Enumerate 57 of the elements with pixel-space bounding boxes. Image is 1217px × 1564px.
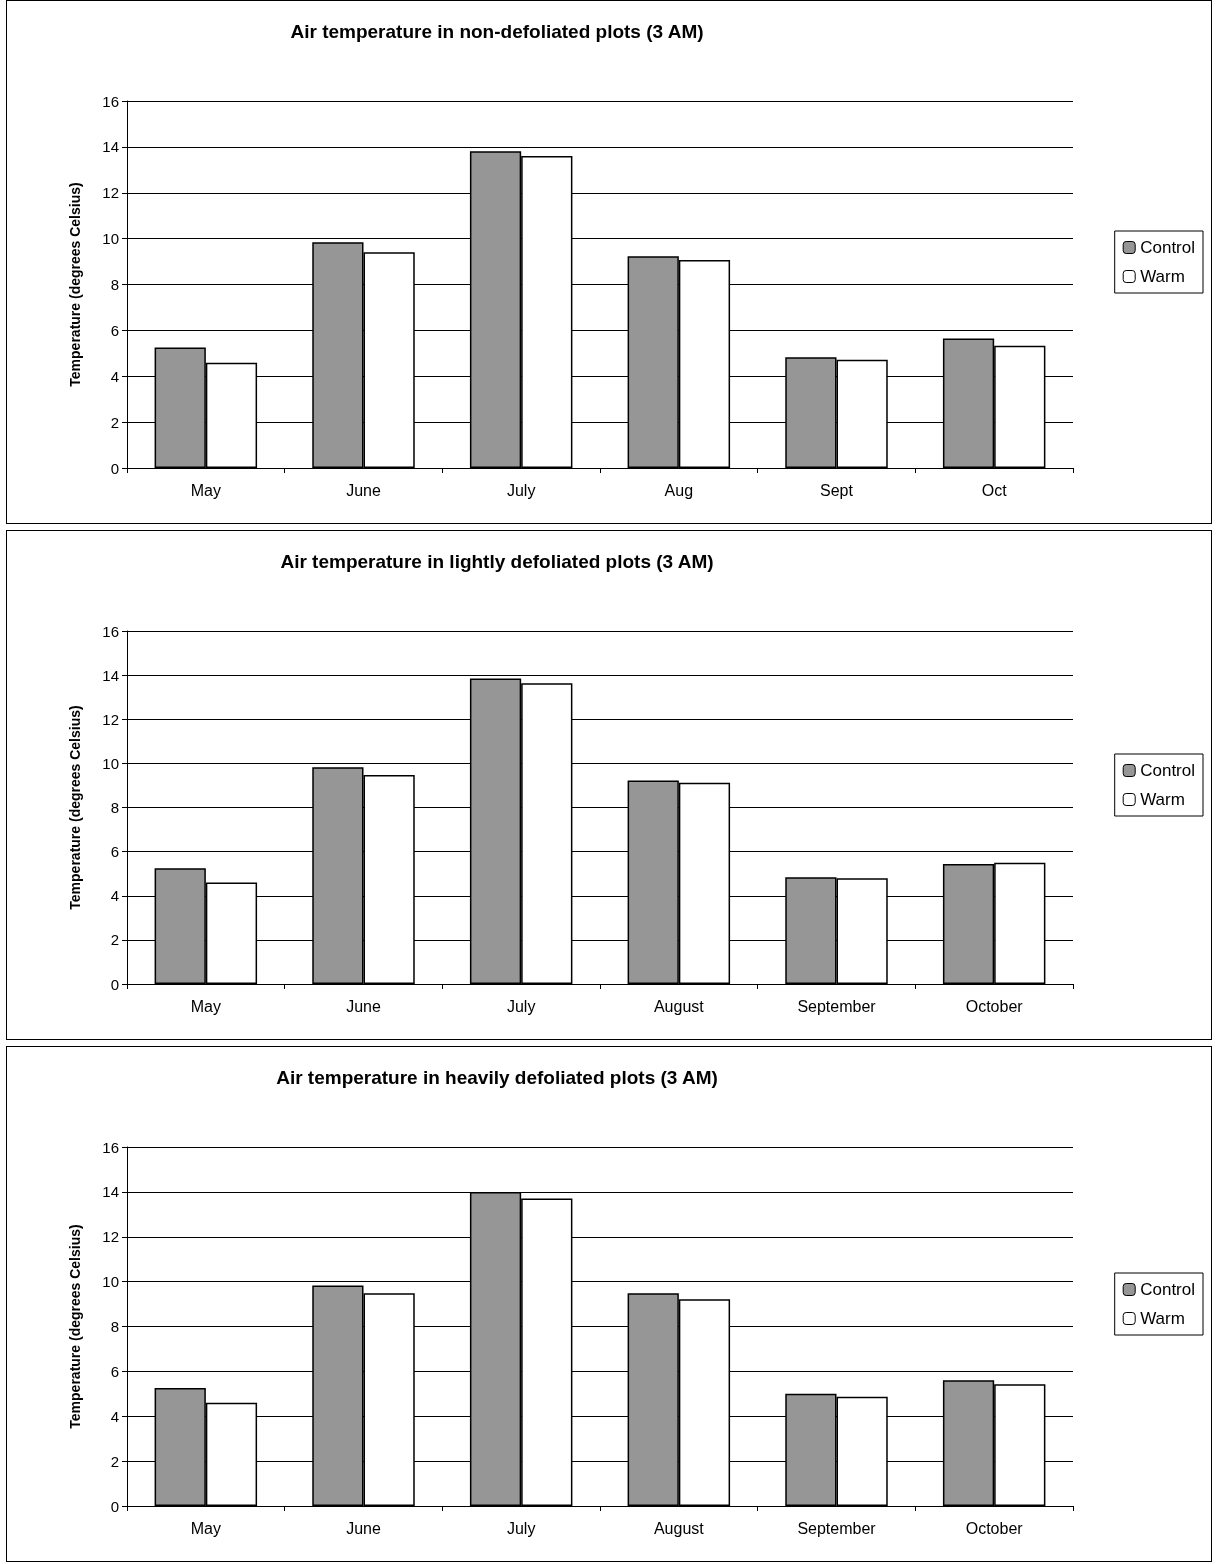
y-tick-label: 10 xyxy=(102,230,119,248)
y-axis-title: Temperature (degrees Celsius) xyxy=(67,182,83,387)
y-tick-label: 2 xyxy=(110,413,119,431)
y-tick-label: 0 xyxy=(110,975,119,993)
x-tick-label: July xyxy=(506,481,536,499)
x-tick-label: August xyxy=(653,1519,705,1537)
x-tick-label: August xyxy=(653,997,705,1015)
y-tick-label: 12 xyxy=(102,710,119,728)
x-tick-label: July xyxy=(506,997,536,1015)
legend-label: Warm xyxy=(1140,790,1185,809)
x-tick-label: May xyxy=(190,481,221,499)
y-tick-label: 12 xyxy=(102,184,119,202)
y-tick-label: 4 xyxy=(110,367,119,385)
x-tick-label: September xyxy=(797,1519,877,1537)
y-tick-label: 8 xyxy=(110,799,119,816)
y-tick-label: 6 xyxy=(110,1362,119,1380)
chart-title: Air temperature in non-defoliated plots (3 AM) xyxy=(290,21,704,42)
legend-label: Warm xyxy=(1140,1309,1185,1328)
x-tick-label: May xyxy=(190,1519,221,1537)
x-tick-label: September xyxy=(797,997,877,1015)
y-tick-label: 16 xyxy=(102,1138,119,1156)
y-tick-label: 16 xyxy=(102,92,119,110)
x-tick-label: July xyxy=(506,1519,536,1537)
legend-label: Control xyxy=(1140,1280,1196,1299)
y-tick-label: 14 xyxy=(102,138,119,156)
y-tick-label: 10 xyxy=(102,1273,119,1291)
y-tick-label: 10 xyxy=(102,754,119,772)
chart-title: Air temperature in heavily defoliated plots (3 AM) xyxy=(276,1067,718,1088)
y-tick-label: 8 xyxy=(110,276,119,293)
x-tick-label: June xyxy=(346,997,381,1015)
x-tick-label: Aug xyxy=(664,481,694,499)
y-tick-label: 14 xyxy=(102,1183,119,1201)
y-tick-label: 8 xyxy=(110,1318,119,1335)
y-tick-label: 2 xyxy=(110,931,119,949)
legend-label: Warm xyxy=(1140,267,1185,286)
x-tick-label: October xyxy=(965,997,1024,1015)
y-tick-label: 4 xyxy=(110,1407,119,1425)
y-tick-label: 14 xyxy=(102,666,119,684)
legend-label: Control xyxy=(1140,761,1196,780)
x-tick-label: Oct xyxy=(981,481,1008,499)
y-tick-label: 16 xyxy=(102,622,119,640)
y-tick-label: 6 xyxy=(110,321,119,339)
y-axis-title: Temperature (degrees Celsius) xyxy=(67,1224,83,1429)
x-tick-label: October xyxy=(965,1519,1024,1537)
x-tick-label: June xyxy=(346,481,381,499)
legend-label: Control xyxy=(1140,238,1196,257)
x-tick-label: June xyxy=(346,1519,381,1537)
y-axis-title: Temperature (degrees Celsius) xyxy=(67,705,83,910)
chart-title: Air temperature in lightly defoliated plots (3 AM) xyxy=(280,551,714,572)
y-tick-label: 12 xyxy=(102,1228,119,1246)
y-tick-label: 0 xyxy=(110,459,119,477)
x-tick-label: May xyxy=(190,997,221,1015)
y-tick-label: 6 xyxy=(110,843,119,861)
y-tick-label: 2 xyxy=(110,1452,119,1470)
y-tick-label: 0 xyxy=(110,1497,119,1515)
x-tick-label: Sept xyxy=(820,481,854,499)
y-tick-label: 4 xyxy=(110,887,119,905)
